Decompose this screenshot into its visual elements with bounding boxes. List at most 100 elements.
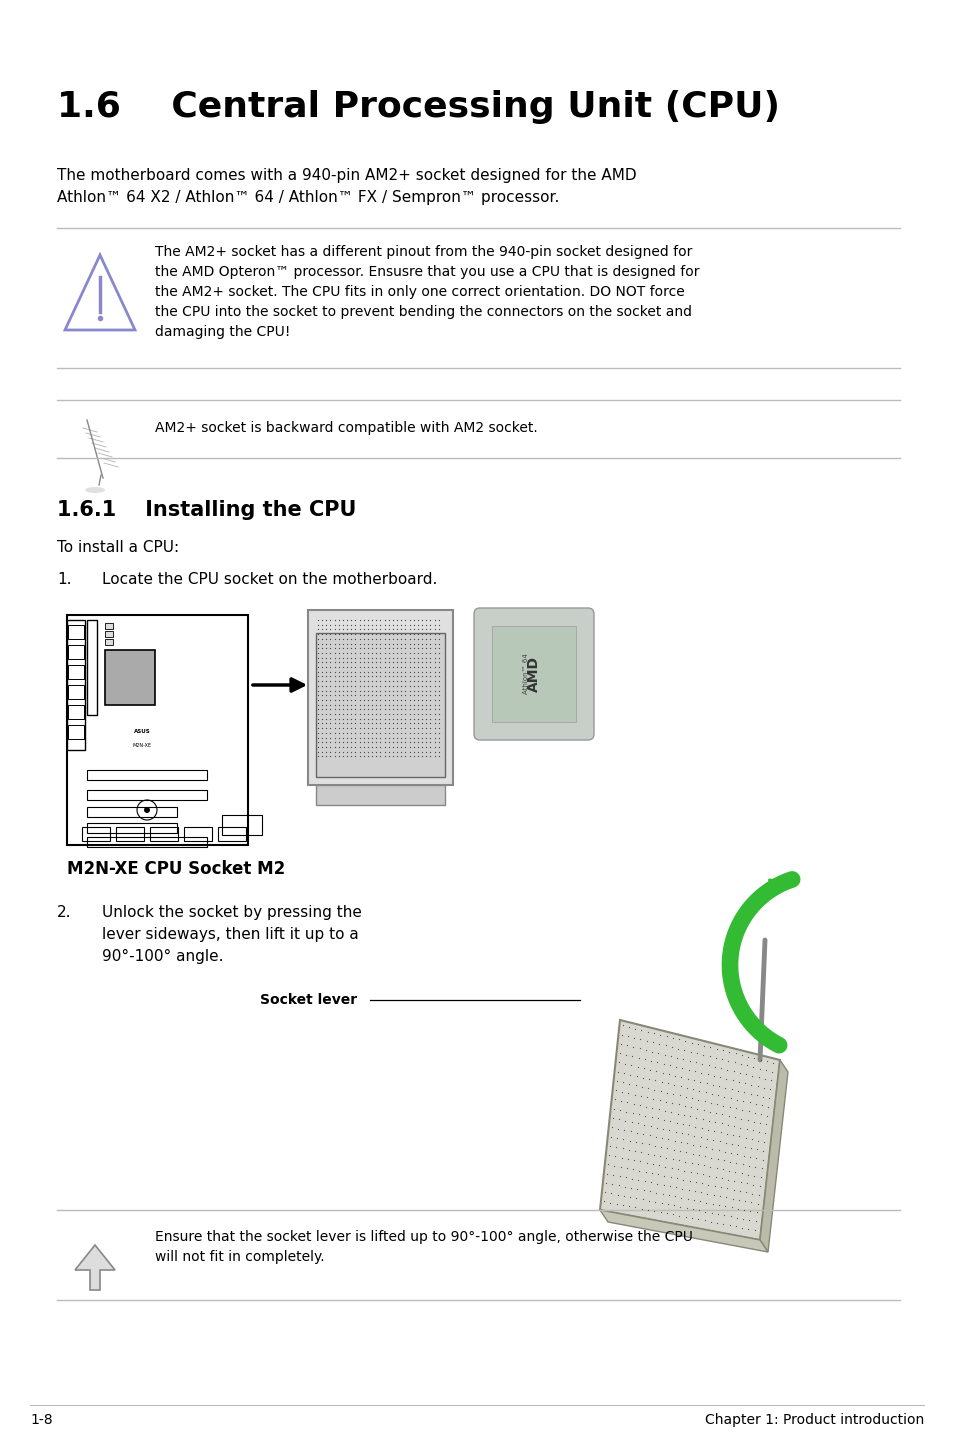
Point — [418, 735, 434, 758]
Point — [385, 679, 400, 702]
Point — [389, 716, 404, 739]
Point — [373, 613, 388, 636]
Point — [385, 660, 400, 683]
Point — [612, 1099, 627, 1122]
Point — [385, 613, 400, 636]
Point — [310, 731, 325, 754]
Point — [619, 1091, 635, 1114]
Point — [639, 1030, 654, 1053]
Point — [418, 618, 434, 641]
Point — [401, 741, 416, 764]
Point — [427, 716, 442, 739]
Point — [646, 1022, 661, 1045]
Point — [746, 1218, 761, 1241]
Point — [406, 664, 421, 687]
Point — [331, 712, 346, 735]
Point — [318, 627, 334, 650]
Point — [415, 679, 430, 702]
Point — [389, 660, 404, 683]
Point — [633, 1018, 648, 1041]
Point — [389, 674, 404, 697]
Point — [394, 641, 409, 664]
Point — [381, 637, 396, 660]
Point — [394, 637, 409, 660]
Point — [394, 735, 409, 758]
Point — [628, 1064, 643, 1087]
Point — [738, 1181, 753, 1204]
Point — [343, 683, 358, 706]
Point — [376, 618, 392, 641]
Point — [327, 712, 342, 735]
Point — [385, 627, 400, 650]
Point — [740, 1218, 756, 1241]
Point — [406, 660, 421, 683]
Point — [327, 656, 342, 679]
Point — [427, 656, 442, 679]
Point — [368, 631, 383, 654]
Point — [759, 1104, 774, 1127]
Point — [415, 745, 430, 768]
Point — [355, 716, 371, 739]
Point — [641, 1125, 657, 1148]
Point — [360, 608, 375, 631]
Point — [343, 741, 358, 764]
Point — [355, 693, 371, 716]
Point — [754, 1148, 769, 1171]
Point — [360, 613, 375, 636]
Point — [322, 745, 337, 768]
Point — [415, 707, 430, 731]
Point — [331, 722, 346, 745]
Point — [394, 627, 409, 650]
Point — [335, 731, 351, 754]
Point — [339, 689, 355, 712]
Point — [381, 674, 396, 697]
Point — [629, 1055, 644, 1078]
Point — [331, 631, 346, 654]
Point — [348, 679, 363, 702]
Point — [614, 1146, 629, 1169]
Point — [327, 689, 342, 712]
Point — [352, 670, 367, 693]
Point — [373, 608, 388, 631]
Point — [401, 623, 416, 646]
Point — [364, 631, 379, 654]
Point — [355, 651, 371, 674]
Point — [318, 735, 334, 758]
Point — [397, 707, 413, 731]
Point — [376, 637, 392, 660]
Point — [406, 623, 421, 646]
Point — [679, 1067, 695, 1090]
Point — [750, 1183, 765, 1206]
Point — [360, 664, 375, 687]
Point — [331, 651, 346, 674]
Point — [745, 1055, 760, 1078]
Point — [658, 1090, 673, 1113]
Point — [348, 651, 363, 674]
Point — [633, 1084, 648, 1107]
Point — [389, 646, 404, 669]
Point — [401, 646, 416, 669]
Point — [343, 674, 358, 697]
Point — [381, 608, 396, 631]
Point — [743, 1127, 759, 1150]
Point — [339, 735, 355, 758]
Point — [422, 674, 437, 697]
Point — [613, 1032, 628, 1055]
Point — [733, 1053, 748, 1076]
Point — [364, 683, 379, 706]
Point — [376, 641, 392, 664]
Point — [615, 1071, 630, 1094]
Point — [331, 731, 346, 754]
Point — [701, 1165, 717, 1188]
Point — [355, 674, 371, 697]
Point — [712, 1185, 727, 1208]
Point — [401, 679, 416, 702]
Point — [401, 613, 416, 636]
Point — [364, 651, 379, 674]
Point — [352, 722, 367, 745]
Point — [355, 660, 371, 683]
Point — [355, 637, 371, 660]
Point — [427, 722, 442, 745]
Point — [415, 627, 430, 650]
Point — [761, 1077, 777, 1100]
